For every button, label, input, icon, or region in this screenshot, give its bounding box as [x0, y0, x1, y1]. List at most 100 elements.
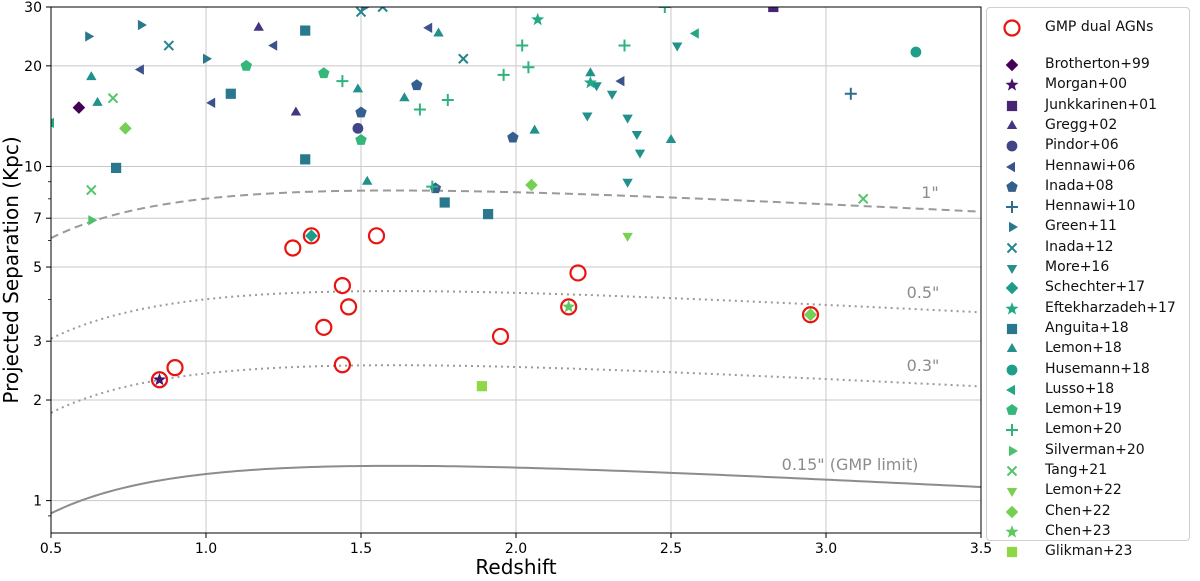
- point-more-16: [606, 90, 618, 100]
- point-lemon-18: [352, 83, 364, 93]
- legend-marker: [1006, 547, 1018, 558]
- legend-entry: Hennawi+10: [987, 197, 1187, 217]
- point-glikman-23: [476, 381, 487, 392]
- legend-marker-shape: [1006, 161, 1015, 172]
- legend-entry: More+16: [987, 258, 1187, 278]
- legend-label: Anguita+18: [1045, 319, 1129, 336]
- legend-label: Lusso+18: [1045, 380, 1115, 397]
- point-lemon-19: [355, 133, 367, 145]
- legend-entry: Gregg+02: [987, 116, 1187, 136]
- legend-entry: Chen+23: [987, 522, 1187, 542]
- separation-curve: [51, 189, 981, 239]
- legend-marker-shape: [1005, 301, 1019, 315]
- point-lemon-22: [622, 232, 633, 242]
- gmp-dual-agn-point: [560, 298, 578, 316]
- legend-label: Lemon+19: [1045, 401, 1122, 418]
- point-lusso-18: [689, 28, 699, 39]
- y-tick-label: 1: [33, 494, 42, 510]
- point-green-11: [85, 31, 95, 42]
- legend-entry: Eftekharzadeh+17: [987, 299, 1187, 319]
- legend-entry: Chen+22: [987, 502, 1187, 522]
- legend-marker-shape: [1006, 424, 1018, 437]
- legend-label: Chen+23: [1045, 522, 1111, 539]
- legend-label: Lemon+20: [1045, 421, 1122, 438]
- legend-marker: [1006, 343, 1018, 353]
- point-chen-23: [562, 299, 576, 313]
- x-axis-ticks: 0.5 1.0 1.5 2.0 2.5 3.0 3.5: [40, 533, 992, 557]
- legend-label: Schechter+17: [1045, 279, 1146, 296]
- curve-labels: 1" 0.5" 0.3" 0.15" (GMP limit): [782, 183, 940, 474]
- point-lemon-18: [399, 92, 410, 102]
- point-more-16: [622, 178, 633, 188]
- legend-marker-shape: [1006, 119, 1018, 129]
- y-axis-label: Projected Separation (Kpc): [0, 136, 23, 403]
- legend-marker: [1006, 119, 1018, 129]
- point-more-16: [631, 131, 643, 141]
- legend-label: Chen+22: [1045, 502, 1111, 519]
- gmp-dual-agn-point: [302, 227, 320, 245]
- legend-label: Inada+08: [1045, 177, 1114, 194]
- legend-label: Pindor+06: [1045, 137, 1119, 154]
- legend-marker: [1006, 404, 1018, 415]
- curve-label: 0.5": [907, 283, 940, 302]
- point-gregg-02: [253, 21, 264, 31]
- legend-marker-shape: [1006, 465, 1018, 477]
- legend-marker: [1006, 180, 1018, 192]
- legend-marker: [1006, 242, 1018, 253]
- y-tick-label: 10: [24, 159, 42, 175]
- point-inada-12: [355, 7, 367, 18]
- point-lemon-20: [618, 39, 631, 52]
- x-tick-label: 3.5: [970, 541, 992, 557]
- legend-marker: [1006, 465, 1018, 477]
- legend-marker: [1006, 323, 1018, 334]
- point-more-16: [591, 82, 602, 92]
- grid-lines: [50, 6, 982, 533]
- point-lemon-19: [318, 67, 330, 79]
- point-lemon-18: [362, 175, 373, 185]
- legend-label: Silverman+20: [1045, 441, 1145, 458]
- point-anguita-18: [300, 25, 311, 36]
- legend-label: Hennawi+06: [1045, 157, 1136, 174]
- point-more-16: [582, 112, 593, 122]
- point-eftekharzadeh-17: [583, 75, 597, 89]
- legend-entry: Green+11: [987, 217, 1187, 237]
- point-hennawi-06: [615, 75, 625, 87]
- x-tick-label: 0.5: [40, 541, 62, 557]
- legend-marker: [1006, 424, 1018, 437]
- x-tick-label: 1.5: [350, 541, 372, 557]
- legend-marker-shape: [1006, 364, 1018, 375]
- legend-marker-shape: [1006, 265, 1018, 274]
- legend-label: Lemon+22: [1045, 482, 1122, 499]
- point-anguita-18: [225, 88, 236, 99]
- point-silverman-20: [88, 215, 98, 226]
- point-anguita-18: [439, 197, 450, 208]
- point-junkkarinen-01: [768, 7, 779, 13]
- point-chen-22: [119, 122, 132, 135]
- point-green-11: [203, 53, 212, 64]
- y-tick-label: 3: [33, 334, 42, 350]
- x-axis-label: Redshift: [475, 555, 556, 579]
- point-lemon-20: [336, 75, 349, 88]
- point-schechter-17: [305, 229, 318, 243]
- point-lemon-18: [433, 27, 444, 37]
- point-lemon-20: [413, 103, 426, 116]
- point-anguita-18: [300, 154, 311, 165]
- legend-marker: [1006, 161, 1015, 172]
- point-tang-21: [107, 93, 119, 104]
- point-hennawi-06: [134, 64, 144, 75]
- x-tick-label: 2.5: [660, 541, 682, 557]
- legend-marker-shape: [1006, 384, 1015, 395]
- legend-entry: Glikman+23: [987, 542, 1187, 562]
- point-lemon-18: [92, 96, 103, 106]
- legend-marker-circle: [1003, 19, 1021, 37]
- legend-entry: Lemon+22: [987, 481, 1187, 501]
- point-tang-21: [857, 193, 869, 205]
- legend-marker: [1005, 301, 1019, 315]
- legend-label: GMP dual AGNs: [1045, 19, 1154, 35]
- curve-label: 1": [921, 183, 939, 202]
- point-inada-12: [458, 53, 469, 64]
- gmp-dual-agn-point: [333, 276, 351, 295]
- point-lemon-18: [665, 133, 677, 143]
- legend-label: Glikman+23: [1045, 543, 1133, 560]
- legend-entry: Pindor+06: [987, 136, 1187, 156]
